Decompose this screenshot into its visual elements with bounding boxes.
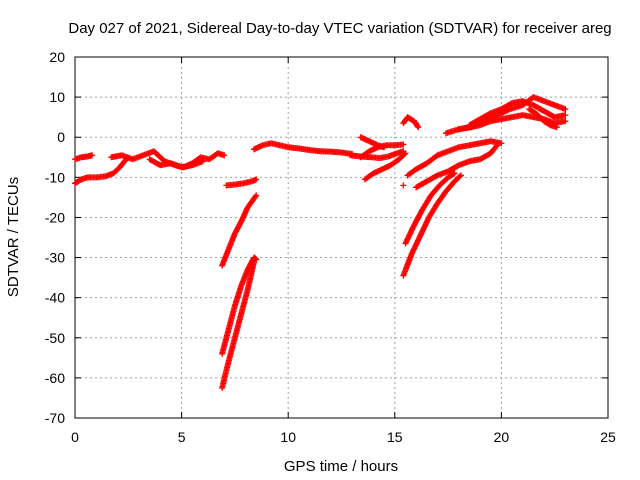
data-point xyxy=(381,144,388,151)
data-point xyxy=(253,176,260,183)
series-arc-dip-plateau xyxy=(223,176,260,189)
y-axis-label: SDTVAR / TECUs xyxy=(5,177,22,297)
data-point xyxy=(562,118,569,125)
data-point xyxy=(456,173,463,180)
series-arc-mid-afternoon xyxy=(400,114,422,131)
series-arc-morning-lower xyxy=(146,156,206,171)
data-point xyxy=(415,124,422,131)
y-tick-label: 0 xyxy=(57,129,65,145)
x-tick-label: 5 xyxy=(178,429,186,445)
series-arc-late-b xyxy=(466,98,569,129)
y-tick-label: -50 xyxy=(45,330,65,346)
isolated-points xyxy=(251,120,420,189)
data-point xyxy=(562,106,569,113)
y-tick-label: -60 xyxy=(45,370,65,386)
data-point xyxy=(451,170,458,177)
data-point xyxy=(402,150,409,157)
y-tick-label: 10 xyxy=(49,89,65,105)
series-arc-fall-b xyxy=(402,170,458,247)
series-arc-afternoon-rise-c xyxy=(357,134,388,151)
data-point xyxy=(562,112,569,119)
series-arc-early-bottom xyxy=(72,156,130,187)
x-tick-label: 20 xyxy=(494,429,510,445)
plot-frame xyxy=(74,56,609,419)
data-point xyxy=(251,258,258,265)
data-point xyxy=(553,124,560,131)
series-arc-afternoon-rise-a xyxy=(361,150,409,183)
series-arc-dip-c xyxy=(219,258,258,391)
series-arc-midday xyxy=(251,140,356,158)
series-arc-late-d xyxy=(526,106,560,131)
series-arc-dip-a xyxy=(219,192,260,269)
data-point xyxy=(414,122,421,129)
x-axis-label: GPS time / hours xyxy=(284,458,398,475)
series-arc-early-top xyxy=(72,152,96,163)
data-point xyxy=(199,158,206,165)
data-point xyxy=(221,152,228,159)
series-arc-fall-c xyxy=(413,142,501,191)
data-point xyxy=(401,151,408,158)
axis-ticks: 0 5 10 15 20 25 20 10 0 -10 -20 -30 -40 -50 -60 -70 xyxy=(45,49,616,445)
y-tick-label: -10 xyxy=(45,169,65,185)
gridlines xyxy=(75,57,608,418)
data-point xyxy=(450,170,457,177)
series-arc-dip-b xyxy=(219,254,260,357)
data-point xyxy=(413,120,420,127)
data-point xyxy=(400,141,407,148)
data-point xyxy=(457,172,464,179)
series-arc-morning xyxy=(108,148,228,171)
x-tick-label: 15 xyxy=(387,429,403,445)
y-tick-label: -40 xyxy=(45,290,65,306)
data-point xyxy=(349,151,356,158)
y-tick-label: -20 xyxy=(45,209,65,225)
series-arc-fall-a xyxy=(400,172,464,279)
y-tick-label: 20 xyxy=(49,49,65,65)
data-point xyxy=(400,182,407,189)
x-tick-label: 0 xyxy=(71,429,79,445)
data-point xyxy=(252,193,259,200)
y-tick-label: -30 xyxy=(45,250,65,266)
data-point xyxy=(253,192,260,199)
x-tick-label: 25 xyxy=(600,429,616,445)
data-point xyxy=(89,152,96,159)
chart-title: Day 027 of 2021, Sidereal Day-to-day VTE… xyxy=(68,20,611,37)
data-markers xyxy=(72,94,569,391)
x-tick-label: 10 xyxy=(280,429,296,445)
data-point xyxy=(251,146,258,153)
y-tick-label: -70 xyxy=(45,410,65,426)
data-point xyxy=(498,140,505,147)
series-arc-fall-d xyxy=(404,138,505,179)
